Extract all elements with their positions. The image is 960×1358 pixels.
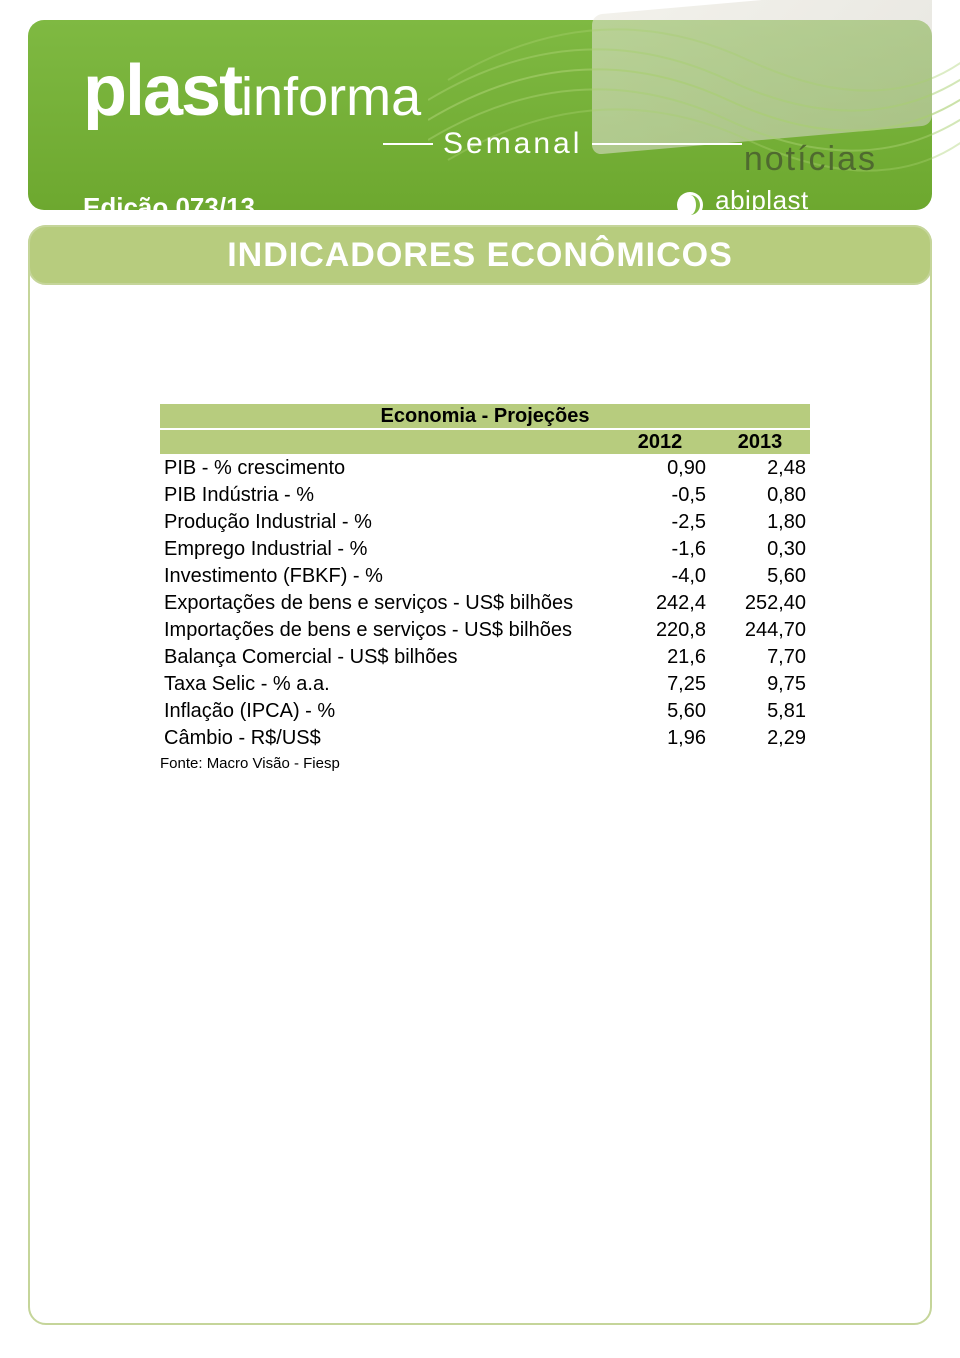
abiplast-block: abiplast Associação Brasileira da Indúst… xyxy=(675,185,877,225)
table-source: Fonte: Macro Visão - Fiesp xyxy=(160,755,810,772)
table-col-label xyxy=(160,430,610,454)
cell-y2: 0,80 xyxy=(710,483,810,508)
cell-y2: 0,30 xyxy=(710,537,810,562)
cell-y1: 5,60 xyxy=(610,699,710,724)
table-col-2013: 2013 xyxy=(710,430,810,454)
cell-y1: 0,90 xyxy=(610,456,710,481)
title-bar: INDICADORES ECONÔMICOS xyxy=(28,225,932,285)
table-row: Exportações de bens e serviços - US$ bil… xyxy=(160,591,810,616)
table-title-row: Economia - Projeções xyxy=(160,404,810,428)
content-card: INDICADORES ECONÔMICOS Economia - Projeç… xyxy=(28,225,932,1325)
header-green-panel: plastinforma Semanal notícias Edição 073… xyxy=(28,20,932,210)
brand-semanal: Semanal xyxy=(443,127,582,161)
table-row: PIB Indústria - % -0,5 0,80 xyxy=(160,483,810,508)
cell-y2: 2,48 xyxy=(710,456,810,481)
table-row: Inflação (IPCA) - % 5,60 5,81 xyxy=(160,699,810,724)
cell-y1: -0,5 xyxy=(610,483,710,508)
cell-label: Emprego Industrial - % xyxy=(160,537,610,562)
cell-y1: 242,4 xyxy=(610,591,710,616)
cell-label: Importações de bens e serviços - US$ bil… xyxy=(160,618,610,643)
table-row: Produção Industrial - % -2,5 1,80 xyxy=(160,510,810,535)
brand-semanal-row: Semanal xyxy=(373,127,752,161)
cell-label: PIB - % crescimento xyxy=(160,456,610,481)
abiplast-subtitle: Associação Brasileira da Indústria do Pl… xyxy=(715,216,877,225)
abiplast-name: abiplast xyxy=(715,185,877,216)
brand-logo: plastinforma xyxy=(83,50,752,132)
cell-y2: 2,29 xyxy=(710,726,810,751)
cell-label: Inflação (IPCA) - % xyxy=(160,699,610,724)
cell-y1: 1,96 xyxy=(610,726,710,751)
header: plastinforma Semanal notícias Edição 073… xyxy=(0,0,960,230)
table-row: Câmbio - R$/US$ 1,96 2,29 xyxy=(160,726,810,751)
table-row: PIB - % crescimento 0,90 2,48 xyxy=(160,456,810,481)
table-row: Taxa Selic - % a.a. 7,25 9,75 xyxy=(160,672,810,697)
brand-informa: informa xyxy=(241,67,421,127)
cell-label: PIB Indústria - % xyxy=(160,483,610,508)
cell-label: Produção Industrial - % xyxy=(160,510,610,535)
cell-y1: -2,5 xyxy=(610,510,710,535)
cell-y1: 21,6 xyxy=(610,645,710,670)
table-container: Economia - Projeções 2012 2013 PIB - % c… xyxy=(160,402,810,772)
cell-y2: 5,60 xyxy=(710,564,810,589)
abiplast-icon xyxy=(675,190,705,220)
brand-block: plastinforma Semanal xyxy=(83,50,752,161)
table-row: Investimento (FBKF) - % -4,0 5,60 xyxy=(160,564,810,589)
cell-y1: 220,8 xyxy=(610,618,710,643)
table-col-2012: 2012 xyxy=(610,430,710,454)
cell-y2: 244,70 xyxy=(710,618,810,643)
cell-y2: 252,40 xyxy=(710,591,810,616)
brand-line-right xyxy=(592,143,742,145)
cell-label: Taxa Selic - % a.a. xyxy=(160,672,610,697)
cell-y2: 7,70 xyxy=(710,645,810,670)
cell-y2: 9,75 xyxy=(710,672,810,697)
cell-y2: 5,81 xyxy=(710,699,810,724)
brand-plast: plast xyxy=(83,51,241,131)
economic-table: Economia - Projeções 2012 2013 PIB - % c… xyxy=(160,402,810,753)
table-row: Importações de bens e serviços - US$ bil… xyxy=(160,618,810,643)
table-title: Economia - Projeções xyxy=(160,404,810,428)
noticias-label: notícias xyxy=(744,140,877,179)
table-row: Emprego Industrial - % -1,6 0,30 xyxy=(160,537,810,562)
brand-line-left xyxy=(383,143,433,145)
cell-y1: -4,0 xyxy=(610,564,710,589)
abiplast-text-block: abiplast Associação Brasileira da Indúst… xyxy=(715,185,877,225)
cell-y1: 7,25 xyxy=(610,672,710,697)
cell-label: Câmbio - R$/US$ xyxy=(160,726,610,751)
table-header-row: 2012 2013 xyxy=(160,430,810,454)
cell-y2: 1,80 xyxy=(710,510,810,535)
cell-label: Balança Comercial - US$ bilhões xyxy=(160,645,610,670)
table-row: Balança Comercial - US$ bilhões 21,6 7,7… xyxy=(160,645,810,670)
page-title: INDICADORES ECONÔMICOS xyxy=(227,236,733,275)
edition-label: Edição 073/13 xyxy=(83,192,255,223)
page: plastinforma Semanal notícias Edição 073… xyxy=(0,0,960,1358)
cell-label: Exportações de bens e serviços - US$ bil… xyxy=(160,591,610,616)
cell-y1: -1,6 xyxy=(610,537,710,562)
cell-label: Investimento (FBKF) - % xyxy=(160,564,610,589)
